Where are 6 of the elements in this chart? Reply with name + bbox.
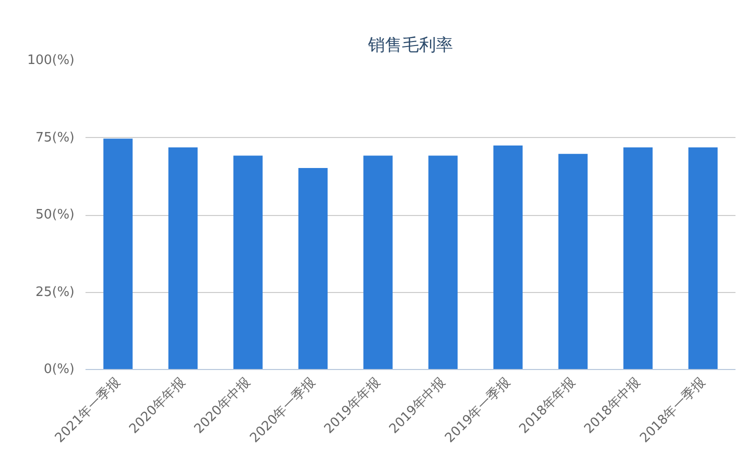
y-tick-label: 50(%)	[35, 208, 75, 222]
y-tick-label: 75(%)	[35, 130, 75, 146]
y-tick-label: 25(%)	[35, 284, 75, 300]
y-tick-label: 100(%)	[27, 53, 75, 68]
chart-title: 销售毛利率	[367, 36, 453, 56]
y-tick-label: 0(%)	[44, 362, 75, 377]
